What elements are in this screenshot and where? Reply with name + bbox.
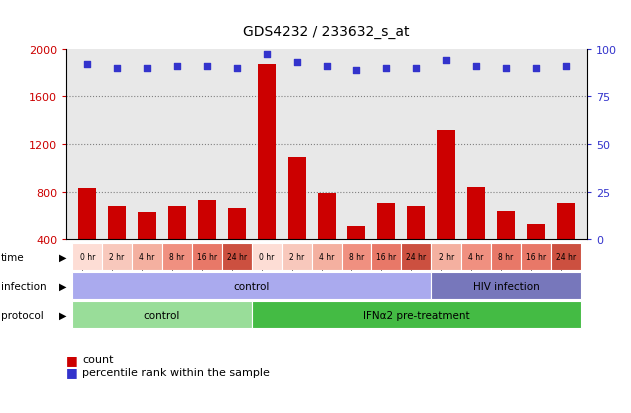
Text: 16 hr: 16 hr [526, 253, 546, 261]
Bar [461, 244, 491, 271]
Bar [198, 200, 216, 287]
Bar [78, 188, 96, 287]
Text: percentile rank within the sample: percentile rank within the sample [82, 367, 270, 377]
Bar [377, 204, 396, 287]
Text: 24 hr: 24 hr [406, 253, 427, 261]
Bar [222, 244, 252, 271]
Text: 4 hr: 4 hr [319, 253, 334, 261]
Text: 16 hr: 16 hr [197, 253, 217, 261]
Text: control: control [233, 281, 270, 291]
Bar [527, 224, 545, 287]
Text: 4 hr: 4 hr [139, 253, 155, 261]
Bar [288, 158, 305, 287]
Text: infection: infection [1, 281, 46, 291]
Bar [252, 244, 281, 271]
Bar [102, 244, 132, 271]
Point [322, 63, 332, 70]
Point [142, 65, 152, 72]
Text: ▶: ▶ [59, 310, 66, 320]
Text: 4 hr: 4 hr [468, 253, 484, 261]
Point [202, 63, 212, 70]
Text: IFNα2 pre-treatment: IFNα2 pre-treatment [363, 310, 469, 320]
Point [262, 52, 272, 59]
Text: 8 hr: 8 hr [169, 253, 185, 261]
Text: protocol: protocol [1, 310, 44, 320]
Point [232, 65, 242, 72]
Text: count: count [82, 354, 114, 364]
Bar [557, 204, 575, 287]
Point [381, 65, 391, 72]
Text: ▶: ▶ [59, 252, 66, 262]
Bar [341, 244, 372, 271]
Bar [551, 244, 581, 271]
Bar [437, 131, 455, 287]
Text: control: control [144, 310, 180, 320]
Point [292, 59, 302, 66]
Point [112, 65, 122, 72]
Text: 2 hr: 2 hr [439, 253, 454, 261]
Bar [312, 244, 341, 271]
Point [411, 65, 422, 72]
Point [172, 63, 182, 70]
Bar [168, 206, 186, 287]
Text: HIV infection: HIV infection [473, 281, 540, 291]
Bar [192, 244, 222, 271]
Text: 8 hr: 8 hr [349, 253, 364, 261]
Bar [281, 244, 312, 271]
Point [351, 67, 362, 74]
Point [441, 58, 451, 64]
Text: time: time [1, 252, 24, 262]
Bar [431, 244, 461, 271]
Text: ▶: ▶ [59, 281, 66, 291]
Text: ■: ■ [66, 365, 78, 378]
Bar [108, 206, 126, 287]
Point [561, 63, 571, 70]
Bar [162, 244, 192, 271]
Bar [348, 226, 365, 287]
Bar [317, 193, 336, 287]
Bar [491, 244, 521, 271]
Bar [401, 244, 431, 271]
Bar [132, 244, 162, 271]
Bar [431, 273, 581, 299]
Bar [497, 211, 515, 287]
Text: 0 hr: 0 hr [259, 253, 274, 261]
Text: GDS4232 / 233632_s_at: GDS4232 / 233632_s_at [244, 25, 410, 39]
Bar [372, 244, 401, 271]
Point [501, 65, 511, 72]
Bar [72, 301, 252, 328]
Text: 2 hr: 2 hr [110, 253, 125, 261]
Text: 24 hr: 24 hr [556, 253, 576, 261]
Bar [72, 244, 102, 271]
Text: ■: ■ [66, 353, 78, 366]
Point [531, 65, 541, 72]
Text: 8 hr: 8 hr [498, 253, 514, 261]
Bar [228, 209, 245, 287]
Point [471, 63, 481, 70]
Bar [138, 212, 156, 287]
Bar [408, 206, 425, 287]
Text: 0 hr: 0 hr [80, 253, 95, 261]
Text: 2 hr: 2 hr [289, 253, 304, 261]
Bar [72, 273, 431, 299]
Bar [467, 188, 485, 287]
Bar [521, 244, 551, 271]
Text: 16 hr: 16 hr [376, 253, 396, 261]
Bar [257, 65, 276, 287]
Point [82, 62, 92, 68]
Bar [252, 301, 581, 328]
Text: 24 hr: 24 hr [227, 253, 247, 261]
